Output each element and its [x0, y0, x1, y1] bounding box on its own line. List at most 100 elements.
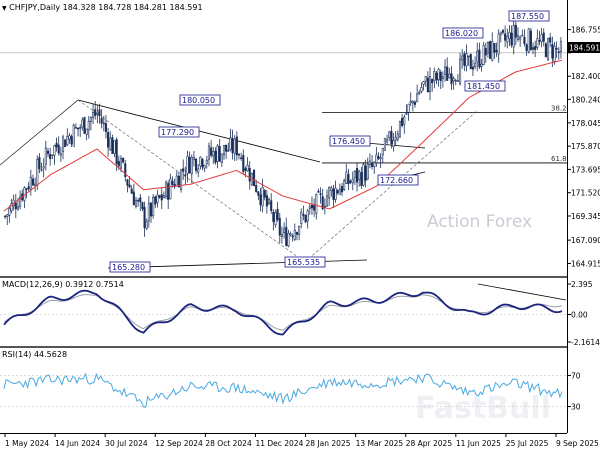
callout-177290: 177.290 [158, 126, 200, 138]
collapse-icon[interactable]: ▼ [2, 5, 7, 12]
moving-average-line [3, 59, 563, 212]
candle-body [407, 103, 410, 113]
candle-body [175, 175, 178, 187]
macd-tick-label: -2.1614 [571, 338, 600, 347]
candle-body [81, 119, 84, 128]
candle-body [212, 150, 215, 157]
macd-pane[interactable]: MACD(12,26,9) 0.3912 0.7514 2.395 0.00 -2.… [0, 278, 600, 347]
candle-body [538, 40, 541, 42]
candle-body [471, 66, 474, 70]
candle-body [403, 116, 406, 125]
chart-header: ▼ CHFJPY,Daily 184.328 184.728 184.281 1… [2, 3, 203, 12]
time-tick-label: 30 Jul 2024 [105, 439, 148, 448]
candle-body [450, 73, 453, 85]
price-callouts: 180.050 177.290 165.280 165.535 176.450 … [109, 10, 550, 273]
candle-body [439, 72, 442, 82]
pane-divider[interactable] [0, 346, 567, 348]
candle-body [164, 182, 168, 197]
candle-body [184, 174, 187, 176]
candle-body [514, 24, 517, 38]
candle-body [27, 186, 30, 190]
candle-body [300, 211, 303, 224]
current-price-marker: 184.591 [567, 42, 600, 53]
candle-body [360, 172, 363, 186]
time-ticks: 1 May 2024 14 Jun 2024 30 Jul 2024 12 Sep 2… [4, 433, 599, 448]
candle-body [465, 53, 468, 67]
candle-body [259, 194, 262, 205]
rsi-grid [0, 375, 567, 407]
candle-body [536, 38, 539, 48]
fib-label: 61.8 [551, 155, 567, 163]
candle-body [325, 195, 329, 207]
candle-body [235, 136, 238, 156]
candle-body [482, 45, 485, 65]
candle-body [190, 157, 193, 175]
pane-divider[interactable] [0, 276, 567, 278]
price-tick-label: 167.090 [571, 236, 600, 245]
time-tick-label: 11 Dec 2024 [255, 439, 303, 448]
candle-body [289, 233, 292, 236]
candle-body [222, 145, 226, 156]
candle-body [422, 81, 425, 85]
candle-body [546, 38, 550, 60]
candle-body [199, 156, 202, 167]
candle-body [57, 144, 60, 154]
candle-body [55, 142, 58, 148]
candle-body [491, 41, 494, 61]
candle-body [323, 205, 326, 208]
candle-body [231, 138, 234, 154]
candle-body [454, 80, 457, 82]
candle-body [177, 175, 180, 188]
candle-body [388, 131, 391, 139]
ohlc-readout: 184.328 184.728 184.281 184.591 [62, 3, 203, 12]
candle-body [38, 157, 41, 170]
candle-body [53, 145, 56, 156]
candle-body [304, 214, 307, 223]
price-tick-label: 164.915 [571, 259, 600, 268]
candle-body [501, 30, 505, 33]
candle-body [553, 46, 556, 62]
candle-body [426, 77, 429, 92]
candle-body [291, 235, 294, 238]
candle-body [115, 139, 118, 165]
candle-body [489, 41, 492, 59]
candle-body [16, 206, 20, 210]
price-pane[interactable]: ▼ CHFJPY,Daily 184.328 184.728 184.281 1… [0, 0, 600, 276]
rsi-axis: 70 30 [567, 371, 581, 412]
time-tick-label: 25 Jul 2025 [506, 439, 549, 448]
candle-body [428, 76, 432, 93]
candle-body [188, 157, 191, 174]
callout-172660: 172.660 [377, 174, 419, 186]
candle-body [379, 157, 382, 160]
candle-body [267, 199, 271, 204]
candle-body [557, 51, 560, 53]
candle-body [272, 211, 275, 222]
rsi-pane[interactable]: RSI(14) 44.5628 FastBull 70 30 [0, 348, 600, 433]
candle-body [237, 153, 241, 156]
time-tick-label: 1 May 2024 [5, 439, 49, 448]
candle-body [109, 137, 112, 150]
candle-body [330, 187, 333, 192]
candle-body [214, 150, 217, 163]
candle-body [197, 168, 200, 173]
candle-body [499, 31, 502, 35]
candle-body [362, 164, 365, 186]
candle-body [375, 154, 378, 164]
candle-body [424, 76, 427, 82]
candle-body [512, 25, 515, 48]
candle-body [100, 118, 103, 124]
candle-body [173, 183, 176, 188]
candle-body [186, 155, 189, 174]
time-tick-label: 9 Sep 2025 [556, 439, 599, 448]
callout-181450: 181.450 [464, 80, 506, 92]
candle-body [349, 180, 352, 183]
candle-body [246, 164, 249, 172]
candle-body [486, 41, 490, 54]
candle-body [332, 188, 335, 200]
candle-body [476, 51, 479, 63]
trendline-left [0, 99, 79, 166]
candle-body [147, 203, 150, 222]
candle-body [452, 78, 455, 82]
candle-body [248, 168, 251, 182]
candle-body [167, 183, 170, 200]
